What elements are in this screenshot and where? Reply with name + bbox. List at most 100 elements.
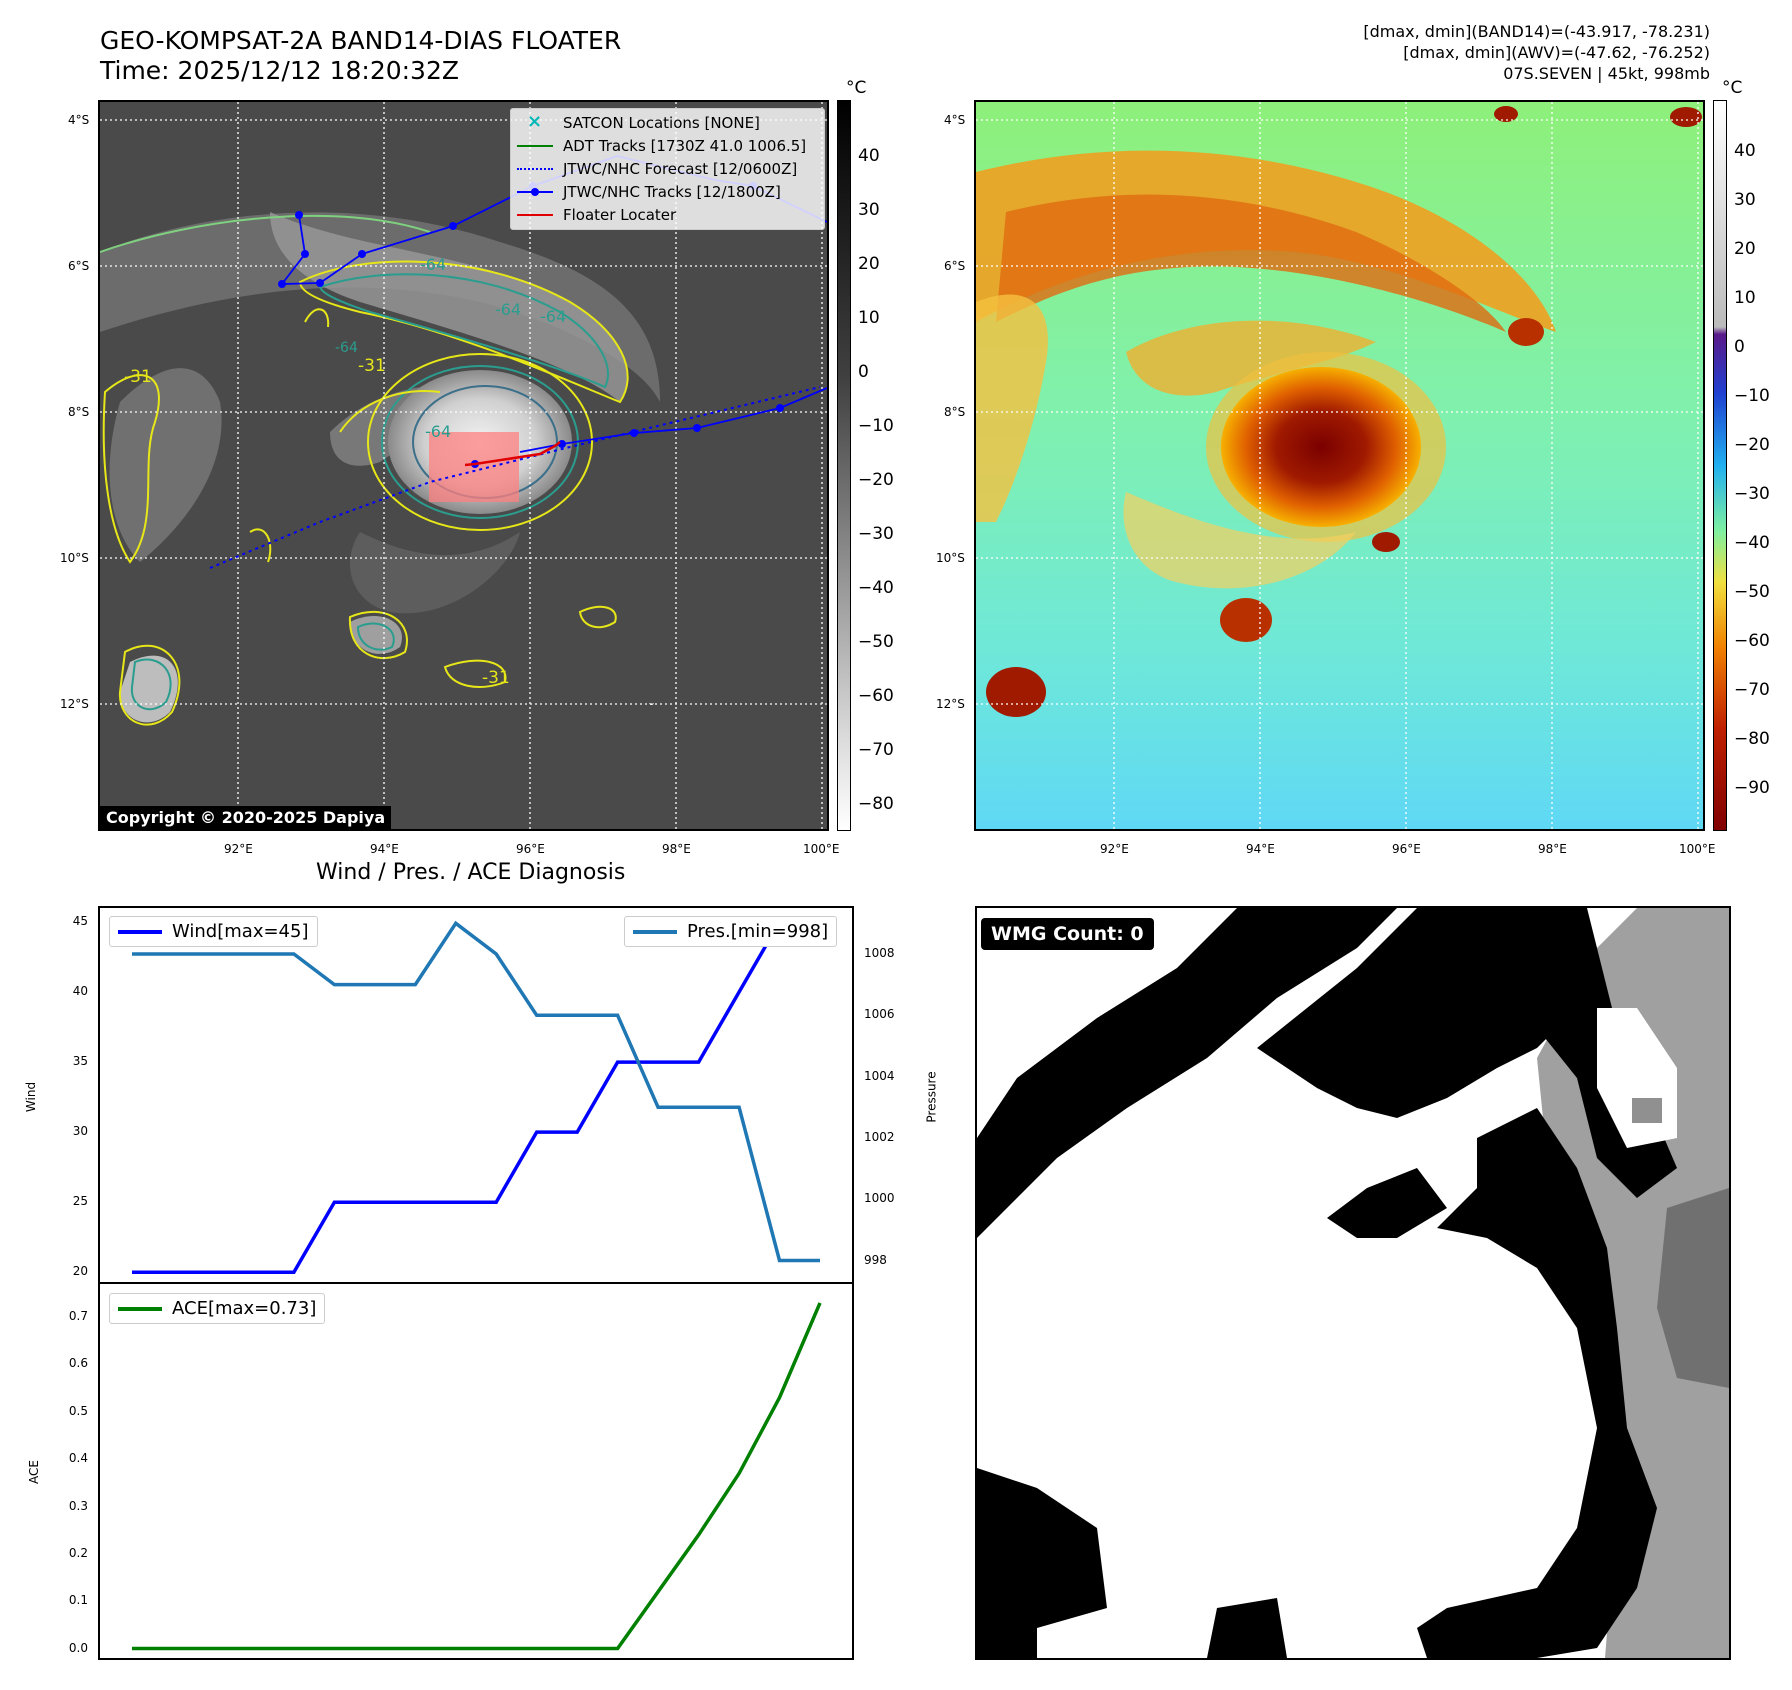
ir-cb-tick: −10 [858, 416, 894, 436]
wind-series-line [132, 920, 820, 1274]
wind-tick: 30 [72, 1124, 88, 1139]
lat-label: 6°S [68, 259, 90, 273]
ir-map-legend: × SATCON Locations [NONE] ADT Tracks [173… [510, 108, 825, 230]
pressure-series-line [132, 920, 820, 1263]
ace-tick: 0.7 [68, 1309, 88, 1324]
lon-label: 94°E [370, 842, 399, 856]
ace-tick: 0.0 [68, 1640, 88, 1655]
awv-cb-tick: 0 [1734, 337, 1745, 357]
ir-cb-tick: −80 [858, 794, 894, 814]
awv-cb-tick: −10 [1734, 386, 1770, 406]
legend-adt: ADT Tracks [1730Z 41.0 1006.5] [517, 136, 806, 156]
ir-cb-tick: 20 [858, 254, 880, 274]
ace-tick: 0.5 [68, 1403, 88, 1418]
ir-cb-tick: −70 [858, 740, 894, 760]
lat-label: 10°S [60, 551, 89, 565]
lat-label: 12°S [936, 697, 965, 711]
lat-label: 4°S [68, 113, 90, 127]
ace-axis-label: ACE [26, 1460, 41, 1484]
pressure-tick: 1000 [864, 1191, 895, 1206]
ir-cb-tick: −40 [858, 578, 894, 598]
ace-tick: 0.6 [68, 1356, 88, 1371]
wind-tick: 35 [72, 1054, 88, 1069]
wind-tick: 25 [72, 1194, 88, 1209]
ir-colorbar-unit: °C [846, 78, 867, 98]
pressure-tick: 1006 [864, 1007, 895, 1022]
awv-cb-tick: −90 [1734, 778, 1770, 798]
lat-label: 8°S [68, 405, 90, 419]
lon-label: 92°E [1100, 842, 1129, 856]
awv-map-image [976, 102, 1703, 829]
lon-label: 96°E [1392, 842, 1421, 856]
awv-cb-tick: −20 [1734, 435, 1770, 455]
ir-cb-tick: −30 [858, 524, 894, 544]
pressure-tick: 1002 [864, 1129, 895, 1144]
forecast-track [209, 386, 821, 569]
ir-cb-tick: −60 [858, 686, 894, 706]
awv-cb-tick: 10 [1734, 288, 1756, 308]
floater-line [464, 441, 561, 467]
awv-cb-tick: −40 [1734, 533, 1770, 553]
ir-cb-tick: 40 [858, 146, 880, 166]
lon-label: 98°E [662, 842, 691, 856]
wind-tick: 45 [72, 914, 88, 928]
ir-cb-tick: 0 [858, 362, 869, 382]
contour-label: -31 [482, 668, 510, 688]
wind-pres-plot [132, 920, 820, 1274]
contour-label: -64 [540, 307, 567, 326]
lon-label: 92°E [224, 842, 253, 856]
contour-label: -31 [358, 356, 386, 376]
info-awv: [dmax, dmin](AWV)=(-47.62, -76.252) [1403, 43, 1710, 62]
ir-cb-tick: −50 [858, 632, 894, 652]
contour-label: -64 [495, 300, 522, 319]
lat-label: 12°S [60, 697, 89, 711]
ir-cb-tick: −20 [858, 470, 894, 490]
ace-panel [98, 1282, 854, 1660]
lon-label: 94°E [1246, 842, 1275, 856]
svg-text:˘: ˘ [648, 702, 655, 718]
contour-label: -31 [124, 367, 152, 387]
lon-label: 98°E [1538, 842, 1567, 856]
ir-colorbar [837, 100, 851, 831]
lon-label: 100°E [803, 842, 840, 856]
lat-label: 6°S [944, 259, 966, 273]
contour-label: -64 [425, 422, 452, 441]
ir-cb-tick: 10 [858, 308, 880, 328]
wind-tick: 40 [72, 984, 88, 999]
awv-colorbar [1713, 100, 1727, 831]
lat-label: 4°S [944, 113, 966, 127]
awv-cb-tick: −80 [1734, 729, 1770, 749]
contour-label: -64 [335, 340, 358, 356]
figure-time: Time: 2025/12/12 18:20:32Z [100, 56, 459, 85]
wind-axis-label: Wind [24, 1081, 39, 1113]
ace-legend: ACE[max=0.73] [109, 1293, 326, 1324]
info-band14: [dmax, dmin](BAND14)=(-43.917, -78.231) [1363, 22, 1710, 41]
lon-label: 100°E [1679, 842, 1716, 856]
ace-tick: 0.1 [68, 1593, 88, 1608]
wind-legend: Wind[max=45] [109, 916, 318, 947]
wmg-image [977, 908, 1729, 1658]
awv-cb-tick: −70 [1734, 680, 1770, 700]
ace-tick: 0.2 [68, 1545, 88, 1560]
awv-cb-tick: −60 [1734, 631, 1770, 651]
wmg-panel [975, 906, 1731, 1660]
legend-satcon: × SATCON Locations [NONE] [527, 110, 760, 132]
awv-cb-tick: 20 [1734, 239, 1756, 259]
awv-map-panel [974, 100, 1705, 831]
legend-tracks: JTWC/NHC Tracks [12/1800Z] [517, 182, 781, 202]
pressure-axis-label: Pressure [924, 1071, 939, 1123]
info-storm: 07S.SEVEN | 45kt, 998mb [1503, 64, 1710, 83]
awv-cb-tick: −30 [1734, 484, 1770, 504]
legend-forecast: JTWC/NHC Forecast [12/0600Z] [517, 159, 797, 179]
lat-label: 10°S [936, 551, 965, 565]
ace-tick: 0.3 [68, 1498, 88, 1513]
pressure-tick: 998 [864, 1252, 887, 1267]
awv-colorbar-unit: °C [1722, 78, 1743, 98]
copyright-badge: Copyright © 2020-2025 Dapiya [100, 806, 392, 829]
awv-cb-tick: 40 [1734, 141, 1756, 161]
ace-tick: 0.4 [68, 1451, 88, 1466]
wind-tick: 20 [72, 1264, 88, 1279]
lat-label: 8°S [944, 405, 966, 419]
pressure-tick: 1004 [864, 1068, 895, 1083]
figure-title: GEO-KOMPSAT-2A BAND14-DIAS FLOATER [100, 26, 622, 55]
